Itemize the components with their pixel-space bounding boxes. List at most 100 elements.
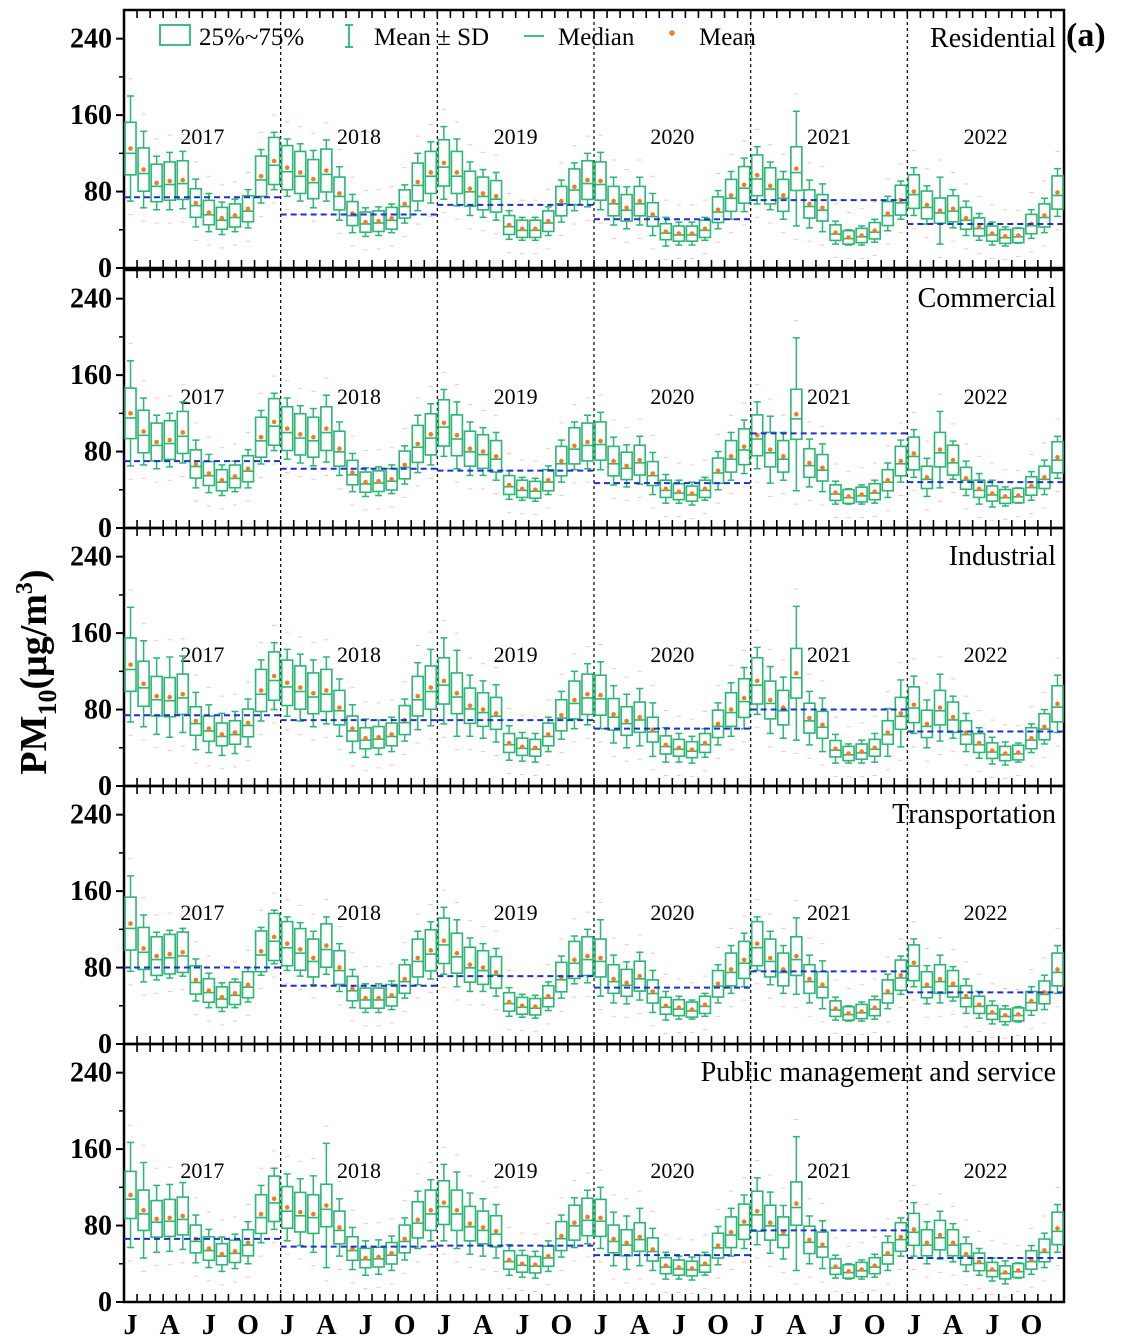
box-month bbox=[711, 1208, 725, 1279]
mean-dot bbox=[781, 193, 786, 198]
mean-dot bbox=[624, 205, 629, 211]
mean-dot bbox=[820, 465, 825, 471]
y-axis-title-main: PM bbox=[13, 716, 55, 775]
mean-dot bbox=[363, 479, 368, 485]
mean-dot bbox=[1016, 750, 1021, 755]
mean-dot bbox=[767, 447, 773, 452]
box-month bbox=[424, 124, 438, 217]
mean-dot bbox=[872, 745, 877, 751]
mean-dot bbox=[297, 685, 303, 690]
mean-dot bbox=[245, 206, 251, 212]
mean-dot bbox=[506, 222, 512, 228]
mean-dot bbox=[859, 1009, 864, 1014]
box-month bbox=[254, 1167, 268, 1257]
mean-dot bbox=[611, 976, 616, 982]
legend-mean-label: Mean bbox=[699, 24, 756, 51]
year-label: 2019 bbox=[494, 642, 538, 667]
box-month bbox=[542, 699, 555, 766]
year-label: 2021 bbox=[807, 900, 851, 925]
mean-dot bbox=[180, 691, 186, 697]
x-tick-label: J bbox=[515, 1310, 529, 1341]
y-tick-label: 240 bbox=[70, 1058, 112, 1089]
box-month bbox=[620, 944, 633, 1018]
box-month bbox=[998, 209, 1012, 260]
panels-group: 0 80 160 240 2017 2018 2019 2020 2021 2022 Residen… bbox=[70, 8, 1066, 1341]
year-label: 2021 bbox=[807, 384, 851, 409]
mean-dot bbox=[1002, 494, 1008, 499]
mean-dot bbox=[898, 972, 904, 978]
box-month bbox=[790, 320, 803, 505]
box-month bbox=[476, 1181, 490, 1271]
box-month bbox=[881, 178, 895, 245]
mean-dot bbox=[1002, 751, 1008, 756]
mean-dot bbox=[415, 1217, 421, 1223]
box-month bbox=[163, 639, 176, 752]
box-month bbox=[894, 938, 908, 1009]
mean-dot bbox=[741, 444, 747, 450]
mean-dot bbox=[937, 208, 943, 213]
box-month bbox=[959, 443, 973, 510]
box-month bbox=[998, 724, 1012, 779]
mean-dot bbox=[493, 711, 499, 716]
box-month bbox=[1038, 691, 1051, 758]
mean-dot bbox=[324, 1203, 329, 1208]
box-month bbox=[816, 166, 829, 246]
mean-dot bbox=[363, 219, 368, 225]
year-label: 2018 bbox=[337, 384, 381, 409]
mean-dot bbox=[467, 703, 473, 709]
mean-dot bbox=[271, 419, 277, 425]
mean-dot bbox=[363, 995, 368, 1001]
mean-dot bbox=[1002, 1270, 1008, 1275]
box-month bbox=[750, 629, 764, 729]
box-month bbox=[437, 371, 451, 471]
mean-dot bbox=[389, 216, 394, 221]
y-tick-label: 80 bbox=[84, 437, 112, 468]
mean-dot bbox=[807, 201, 812, 207]
mean-dot bbox=[532, 745, 538, 751]
box-month bbox=[254, 642, 268, 735]
mean-dot bbox=[689, 747, 695, 752]
mean-dot bbox=[833, 230, 838, 235]
box-month bbox=[724, 1190, 738, 1271]
mean-dot bbox=[128, 662, 133, 667]
mean-dot bbox=[689, 1266, 695, 1271]
mean-dot bbox=[767, 1220, 773, 1225]
box-month bbox=[790, 93, 803, 240]
mean-dot bbox=[193, 718, 199, 724]
mean-dot bbox=[480, 1225, 486, 1230]
y-axis-title-sup: 3 bbox=[12, 582, 38, 594]
box-month bbox=[215, 447, 229, 510]
box-month bbox=[176, 638, 190, 747]
mean-dot bbox=[963, 476, 969, 481]
mean-dot bbox=[180, 177, 186, 183]
mean-dot bbox=[989, 491, 995, 496]
box-month bbox=[868, 201, 881, 257]
mean-dot bbox=[337, 191, 342, 196]
box-month bbox=[502, 708, 516, 775]
x-tick-label: O bbox=[550, 1310, 572, 1341]
box-month bbox=[280, 899, 294, 985]
mean-dot bbox=[389, 992, 394, 998]
mean-dot bbox=[872, 1263, 877, 1268]
box-month bbox=[372, 702, 385, 769]
box-month bbox=[189, 161, 203, 241]
box-month bbox=[137, 897, 150, 996]
box-month bbox=[280, 1156, 294, 1255]
box-month bbox=[1051, 657, 1064, 747]
x-tick-label: O bbox=[864, 1310, 886, 1341]
box-month bbox=[542, 964, 555, 1025]
box-month bbox=[737, 1177, 751, 1263]
box-month bbox=[515, 199, 529, 255]
box-month bbox=[346, 176, 359, 247]
mean-dot bbox=[180, 1213, 186, 1219]
box-month bbox=[346, 951, 359, 1022]
mean-dot bbox=[754, 678, 760, 684]
box-month bbox=[568, 918, 581, 998]
box-month bbox=[672, 204, 686, 259]
x-tick-label: J bbox=[829, 1310, 843, 1341]
box-month bbox=[777, 153, 790, 234]
box-month bbox=[633, 934, 646, 1014]
y-axis-title-unit: (μg/m bbox=[13, 594, 55, 689]
mean-dot bbox=[363, 735, 368, 741]
mean-dot bbox=[650, 727, 656, 732]
